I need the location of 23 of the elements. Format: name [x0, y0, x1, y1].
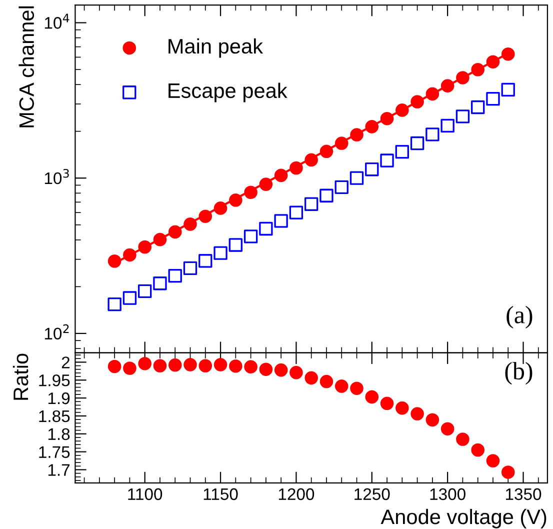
- y-tick-label: 2: [62, 356, 70, 368]
- y-tick-label: 10$^{3}$: [44, 168, 69, 184]
- x-tick-label: 1150: [204, 488, 238, 500]
- y-tick-label: 10$^{2}$: [44, 324, 69, 340]
- x-tick-label: 1300: [430, 488, 466, 500]
- y-tick-label: 1.75: [39, 446, 70, 458]
- x-tick-label: 1250: [354, 488, 390, 500]
- x-axis-title: Anode voltage (V): [380, 508, 546, 528]
- y-axis-title: Ratio: [12, 354, 28, 400]
- x-tick-label: 1200: [278, 488, 314, 500]
- y-tick-label: 1.9: [48, 392, 70, 404]
- x-tick-label: 1350: [506, 488, 542, 500]
- y-tick-label: 1.85: [39, 410, 70, 422]
- legend-label: Escape peak: [168, 82, 288, 102]
- y-tick-label: 1.7: [48, 464, 70, 476]
- y-tick-label: 10$^{4}$: [44, 14, 70, 29]
- legend-label: Main peak: [168, 38, 264, 58]
- y-axis-title: MCA channel: [18, 6, 34, 128]
- y-tick-label: 1.8: [48, 428, 70, 440]
- x-tick-label: 1100: [128, 488, 162, 500]
- y-tick-label: 1.95: [39, 374, 70, 386]
- annotation: (b): [505, 362, 532, 385]
- annotation: (a): [506, 306, 532, 328]
